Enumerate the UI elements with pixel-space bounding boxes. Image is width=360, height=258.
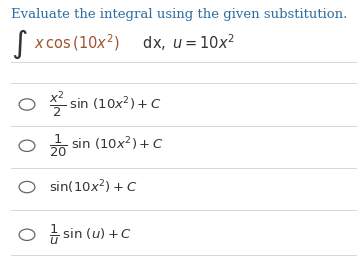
Text: $\int$: $\int$: [11, 27, 27, 61]
Text: $\dfrac{1}{u}\;\sin\,(u) + C$: $\dfrac{1}{u}\;\sin\,(u) + C$: [49, 223, 132, 247]
Text: $\dfrac{1}{20}\;\sin\,(10x^2) + C$: $\dfrac{1}{20}\;\sin\,(10x^2) + C$: [49, 133, 163, 159]
Text: Evaluate the integral using the given substitution.: Evaluate the integral using the given su…: [11, 8, 347, 21]
Text: $\sin(10x^2) + C$: $\sin(10x^2) + C$: [49, 178, 137, 196]
Text: $\;\mathrm{dx},\;u = 10x^2$: $\;\mathrm{dx},\;u = 10x^2$: [139, 32, 235, 53]
Text: $x\,\mathrm{cos}\,(10x^2)$: $x\,\mathrm{cos}\,(10x^2)$: [34, 32, 120, 53]
Text: $\dfrac{x^2}{2}\;\sin\,(10x^2) + C$: $\dfrac{x^2}{2}\;\sin\,(10x^2) + C$: [49, 90, 161, 119]
